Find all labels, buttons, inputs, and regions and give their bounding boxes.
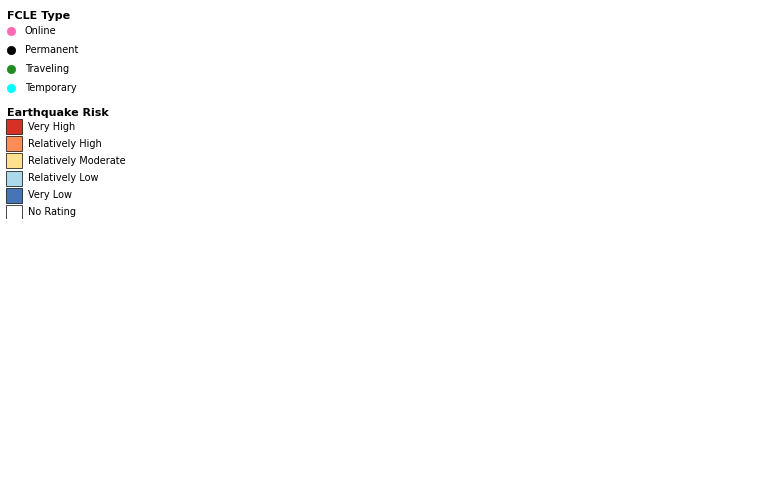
Text: Temporary: Temporary [25,83,77,93]
Bar [5,137,22,151]
Text: Relatively Low: Relatively Low [28,173,98,183]
Bar [5,205,22,220]
Text: Relatively Moderate: Relatively Moderate [28,156,125,166]
Text: Relatively High: Relatively High [28,139,101,149]
Text: Online: Online [25,26,57,35]
Bar [5,171,22,186]
Text: Earthquake Risk: Earthquake Risk [7,107,108,118]
Bar [5,119,22,134]
Bar [5,188,22,203]
Text: Traveling: Traveling [25,64,69,74]
Text: Very High: Very High [28,122,75,132]
Text: No Rating: No Rating [28,208,75,217]
Text: FCLE Type: FCLE Type [7,11,70,21]
Text: Permanent: Permanent [25,45,78,55]
Text: Very Low: Very Low [28,190,71,200]
Bar [5,154,22,169]
